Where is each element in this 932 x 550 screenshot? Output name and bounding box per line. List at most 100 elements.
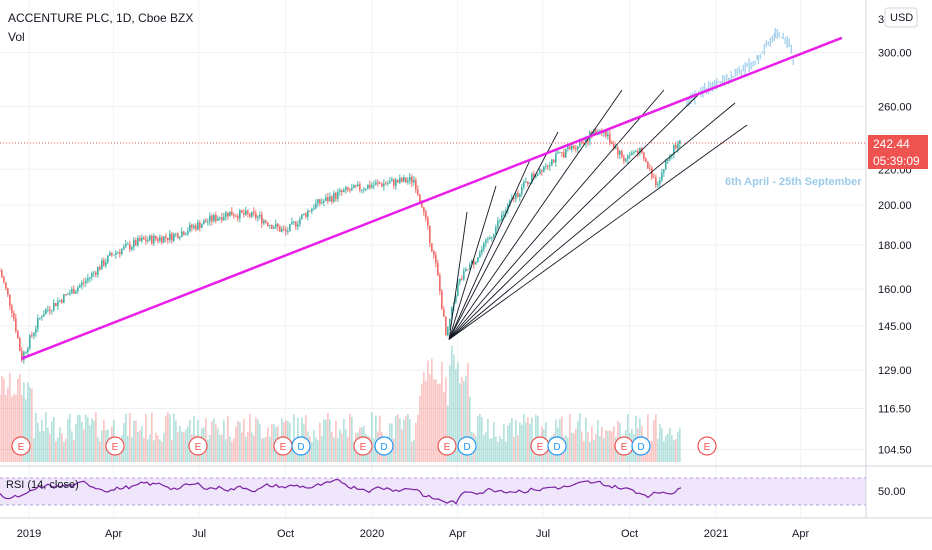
- volume-bar: [337, 437, 339, 462]
- volume-bar: [499, 436, 501, 462]
- volume-bar: [31, 388, 33, 462]
- candle-body: [435, 254, 437, 264]
- rsi-line: [0, 478, 682, 505]
- bar-countdown: 05:39:09: [873, 154, 920, 168]
- candle-body: [211, 215, 213, 222]
- earnings-marker: E: [105, 436, 125, 456]
- candle-body: [433, 251, 435, 255]
- price-axis[interactable]: 300.00260.00220.00200.00180.00160.00145.…: [878, 48, 912, 457]
- candle-body: [41, 316, 43, 318]
- candle-body: [301, 214, 303, 220]
- fan-line: [448, 89, 665, 340]
- candle-body: [243, 212, 245, 215]
- volume-bar: [235, 427, 237, 462]
- fan-line: [448, 159, 531, 340]
- candle-body: [69, 293, 71, 295]
- candle-body: [71, 289, 73, 294]
- volume-bar: [153, 440, 155, 462]
- fan-line: [448, 124, 748, 340]
- volume-bar: [331, 431, 333, 462]
- marker-letter: E: [18, 442, 25, 453]
- candle-body: [349, 189, 351, 191]
- volume-bar: [529, 423, 531, 462]
- rising-trendline[interactable]: [21, 36, 843, 360]
- candle-body: [79, 285, 81, 288]
- volume-bar: [157, 435, 159, 462]
- candle-body: [67, 294, 69, 296]
- candle-body: [505, 210, 507, 214]
- time-axis[interactable]: 2019 Apr Jul Oct 2020 Apr Jul Oct 2021 Apr: [17, 528, 810, 540]
- price-tick-label: 260.00: [878, 101, 912, 113]
- volume-bar: [237, 421, 239, 462]
- volume-bar: [423, 372, 425, 462]
- candle-body: [517, 192, 519, 197]
- candle-body: [469, 264, 471, 270]
- candle-body: [219, 217, 221, 219]
- candle-body: [155, 235, 157, 240]
- candle-body: [273, 227, 275, 229]
- candle-body: [59, 300, 61, 302]
- volume-bar: [251, 432, 253, 462]
- price-grid: [0, 0, 866, 518]
- candle-body: [563, 152, 565, 158]
- candle-body: [369, 184, 371, 188]
- candle-body: [109, 253, 111, 256]
- rsi-band: [0, 478, 866, 505]
- volume-bar: [609, 430, 611, 462]
- volume-bar: [15, 395, 17, 462]
- volume-bar: [351, 417, 353, 462]
- volume-bar: [345, 429, 347, 462]
- candle-body: [239, 210, 241, 219]
- volume-bar: [101, 430, 103, 462]
- candle-body: [637, 150, 639, 154]
- candle-body: [411, 176, 413, 183]
- volume-bar: [41, 419, 43, 462]
- volume-bar: [373, 438, 375, 462]
- volume-bar: [57, 437, 59, 462]
- candle-body: [289, 223, 291, 232]
- volume-bar: [3, 378, 5, 462]
- volume-bar: [679, 427, 681, 462]
- volume-bar: [649, 441, 651, 462]
- volume-bar: [49, 434, 51, 462]
- fan-lines[interactable]: [448, 89, 748, 340]
- volume-bar: [255, 417, 257, 462]
- volume-bar: [519, 422, 521, 462]
- candle-body: [343, 190, 345, 193]
- volume-bar: [453, 354, 455, 462]
- candle-body: [483, 242, 485, 250]
- candle-body: [669, 156, 671, 160]
- volume-bar: [35, 412, 37, 462]
- candle-body: [397, 179, 399, 183]
- volume-bar: [589, 441, 591, 462]
- candle-body: [207, 221, 209, 223]
- candle-body: [679, 140, 681, 145]
- candle-body: [3, 277, 5, 283]
- volume-bar: [311, 441, 313, 462]
- marker-letter: E: [280, 442, 287, 453]
- volume-bar: [419, 396, 421, 462]
- candle-body: [421, 202, 423, 208]
- candle-body: [89, 277, 91, 279]
- candle-body: [383, 183, 385, 187]
- volume-bar: [25, 399, 27, 462]
- candle-body: [221, 217, 223, 220]
- candle-body: [427, 217, 429, 226]
- candle-body: [159, 237, 161, 241]
- volume-bar: [59, 427, 61, 462]
- volume-bar: [485, 432, 487, 462]
- volume-bar: [43, 431, 45, 462]
- fan-line: [448, 211, 468, 340]
- currency-button[interactable]: USD: [884, 7, 918, 28]
- candle-body: [197, 222, 199, 230]
- candle-body: [9, 294, 11, 306]
- volume-bar: [371, 412, 373, 462]
- volume-bar: [463, 381, 465, 462]
- candle-body: [667, 159, 669, 162]
- candle-body: [559, 152, 561, 154]
- candle-body: [217, 218, 219, 221]
- marker-letter: E: [195, 442, 202, 453]
- volume-bar: [447, 405, 449, 462]
